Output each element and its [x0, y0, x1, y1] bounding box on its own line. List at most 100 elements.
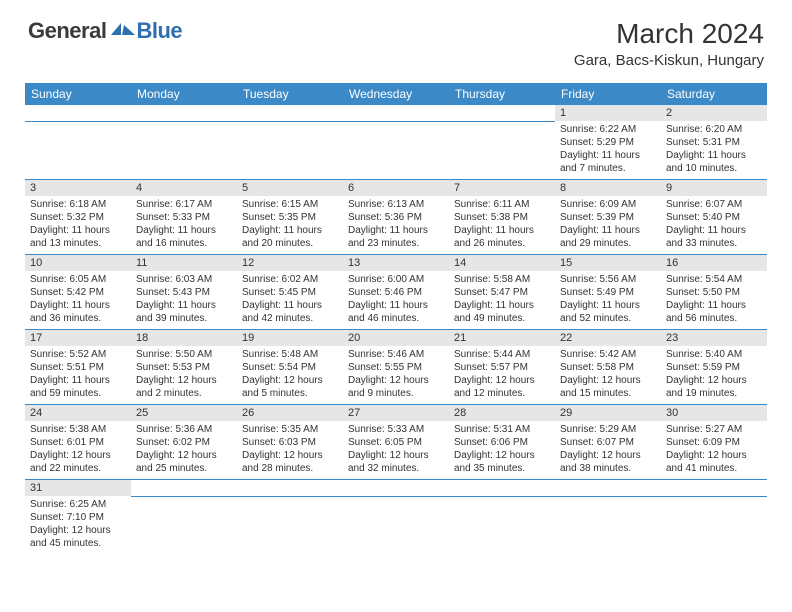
sunset-text: Sunset: 5:49 PM: [560, 286, 656, 299]
day-number-cell: [25, 105, 131, 121]
day-content: Sunrise: 6:20 AMSunset: 5:31 PMDaylight:…: [666, 123, 762, 175]
day-content: Sunrise: 5:40 AMSunset: 5:59 PMDaylight:…: [666, 348, 762, 400]
sunrise-text: Sunrise: 5:42 AM: [560, 348, 656, 361]
day-number-cell: 6: [343, 180, 449, 197]
day-number-cell: 24: [25, 405, 131, 422]
sunrise-text: Sunrise: 5:44 AM: [454, 348, 550, 361]
daylight-text: Daylight: 12 hours and 9 minutes.: [348, 374, 444, 400]
day-body-row: Sunrise: 6:22 AMSunset: 5:29 PMDaylight:…: [25, 121, 767, 180]
day-body-cell: [25, 121, 131, 180]
flag-icon: [110, 21, 136, 41]
day-body-cell: [237, 496, 343, 554]
day-number-cell: 13: [343, 255, 449, 272]
day-number-cell: 30: [661, 405, 767, 422]
day-content: Sunrise: 5:29 AMSunset: 6:07 PMDaylight:…: [560, 423, 656, 475]
day-body-cell: Sunrise: 6:00 AMSunset: 5:46 PMDaylight:…: [343, 271, 449, 330]
daylight-text: Daylight: 11 hours and 10 minutes.: [666, 149, 762, 175]
sunset-text: Sunset: 5:46 PM: [348, 286, 444, 299]
daylight-text: Daylight: 11 hours and 16 minutes.: [136, 224, 232, 250]
day-number-cell: 20: [343, 330, 449, 347]
day-number-cell: [237, 105, 343, 121]
sunset-text: Sunset: 5:59 PM: [666, 361, 762, 374]
sunset-text: Sunset: 5:40 PM: [666, 211, 762, 224]
day-body-cell: Sunrise: 6:20 AMSunset: 5:31 PMDaylight:…: [661, 121, 767, 180]
sunrise-text: Sunrise: 5:29 AM: [560, 423, 656, 436]
sunset-text: Sunset: 5:33 PM: [136, 211, 232, 224]
day-content: Sunrise: 6:11 AMSunset: 5:38 PMDaylight:…: [454, 198, 550, 250]
sunrise-text: Sunrise: 5:35 AM: [242, 423, 338, 436]
day-content: Sunrise: 6:05 AMSunset: 5:42 PMDaylight:…: [30, 273, 126, 325]
daylight-text: Daylight: 12 hours and 25 minutes.: [136, 449, 232, 475]
sunset-text: Sunset: 6:01 PM: [30, 436, 126, 449]
sunset-text: Sunset: 6:07 PM: [560, 436, 656, 449]
day-content: Sunrise: 6:22 AMSunset: 5:29 PMDaylight:…: [560, 123, 656, 175]
day-content: Sunrise: 5:44 AMSunset: 5:57 PMDaylight:…: [454, 348, 550, 400]
sunrise-text: Sunrise: 5:46 AM: [348, 348, 444, 361]
day-body-row: Sunrise: 5:52 AMSunset: 5:51 PMDaylight:…: [25, 346, 767, 405]
day-body-cell: Sunrise: 6:03 AMSunset: 5:43 PMDaylight:…: [131, 271, 237, 330]
sunrise-text: Sunrise: 6:11 AM: [454, 198, 550, 211]
day-body-cell: Sunrise: 5:40 AMSunset: 5:59 PMDaylight:…: [661, 346, 767, 405]
weekday-header: Friday: [555, 83, 661, 105]
daylight-text: Daylight: 11 hours and 36 minutes.: [30, 299, 126, 325]
sunrise-text: Sunrise: 6:05 AM: [30, 273, 126, 286]
day-number-cell: 21: [449, 330, 555, 347]
daylight-text: Daylight: 12 hours and 45 minutes.: [30, 524, 126, 550]
day-number-cell: 25: [131, 405, 237, 422]
day-body-cell: Sunrise: 5:54 AMSunset: 5:50 PMDaylight:…: [661, 271, 767, 330]
sunset-text: Sunset: 5:53 PM: [136, 361, 232, 374]
sunrise-text: Sunrise: 5:48 AM: [242, 348, 338, 361]
daylight-text: Daylight: 11 hours and 7 minutes.: [560, 149, 656, 175]
day-number-cell: 17: [25, 330, 131, 347]
sunrise-text: Sunrise: 5:36 AM: [136, 423, 232, 436]
daynum-row: 24252627282930: [25, 405, 767, 422]
day-body-cell: Sunrise: 5:56 AMSunset: 5:49 PMDaylight:…: [555, 271, 661, 330]
day-number-cell: 27: [343, 405, 449, 422]
day-body-cell: [131, 496, 237, 554]
day-number-cell: [555, 480, 661, 497]
day-number-cell: 12: [237, 255, 343, 272]
daynum-row: 12: [25, 105, 767, 121]
day-content: Sunrise: 6:17 AMSunset: 5:33 PMDaylight:…: [136, 198, 232, 250]
day-number-cell: [661, 480, 767, 497]
sunrise-text: Sunrise: 6:15 AM: [242, 198, 338, 211]
day-body-cell: Sunrise: 5:36 AMSunset: 6:02 PMDaylight:…: [131, 421, 237, 480]
day-body-cell: Sunrise: 5:52 AMSunset: 5:51 PMDaylight:…: [25, 346, 131, 405]
day-body-cell: Sunrise: 5:33 AMSunset: 6:05 PMDaylight:…: [343, 421, 449, 480]
day-body-cell: [237, 121, 343, 180]
day-body-cell: Sunrise: 5:58 AMSunset: 5:47 PMDaylight:…: [449, 271, 555, 330]
daylight-text: Daylight: 12 hours and 5 minutes.: [242, 374, 338, 400]
day-number-cell: [449, 480, 555, 497]
day-body-cell: [661, 496, 767, 554]
day-body-cell: Sunrise: 6:17 AMSunset: 5:33 PMDaylight:…: [131, 196, 237, 255]
sunrise-text: Sunrise: 5:40 AM: [666, 348, 762, 361]
title-block: March 2024 Gara, Bacs-Kiskun, Hungary: [574, 18, 764, 69]
weekday-header: Thursday: [449, 83, 555, 105]
weekday-header: Saturday: [661, 83, 767, 105]
daylight-text: Daylight: 11 hours and 52 minutes.: [560, 299, 656, 325]
day-number-cell: [131, 480, 237, 497]
sunset-text: Sunset: 5:35 PM: [242, 211, 338, 224]
daylight-text: Daylight: 12 hours and 15 minutes.: [560, 374, 656, 400]
day-number-cell: 29: [555, 405, 661, 422]
sunrise-text: Sunrise: 5:54 AM: [666, 273, 762, 286]
day-content: Sunrise: 6:18 AMSunset: 5:32 PMDaylight:…: [30, 198, 126, 250]
sunset-text: Sunset: 5:45 PM: [242, 286, 338, 299]
day-content: Sunrise: 6:25 AMSunset: 7:10 PMDaylight:…: [30, 498, 126, 550]
day-content: Sunrise: 5:42 AMSunset: 5:58 PMDaylight:…: [560, 348, 656, 400]
day-content: Sunrise: 5:36 AMSunset: 6:02 PMDaylight:…: [136, 423, 232, 475]
day-content: Sunrise: 5:52 AMSunset: 5:51 PMDaylight:…: [30, 348, 126, 400]
day-number-cell: [131, 105, 237, 121]
day-content: Sunrise: 6:00 AMSunset: 5:46 PMDaylight:…: [348, 273, 444, 325]
day-number-cell: 7: [449, 180, 555, 197]
sunrise-text: Sunrise: 5:50 AM: [136, 348, 232, 361]
day-content: Sunrise: 5:31 AMSunset: 6:06 PMDaylight:…: [454, 423, 550, 475]
daylight-text: Daylight: 12 hours and 2 minutes.: [136, 374, 232, 400]
day-content: Sunrise: 6:13 AMSunset: 5:36 PMDaylight:…: [348, 198, 444, 250]
sunset-text: Sunset: 5:54 PM: [242, 361, 338, 374]
day-body-cell: Sunrise: 5:44 AMSunset: 5:57 PMDaylight:…: [449, 346, 555, 405]
sunset-text: Sunset: 6:06 PM: [454, 436, 550, 449]
day-number-cell: 18: [131, 330, 237, 347]
day-number-cell: 16: [661, 255, 767, 272]
day-content: Sunrise: 5:48 AMSunset: 5:54 PMDaylight:…: [242, 348, 338, 400]
